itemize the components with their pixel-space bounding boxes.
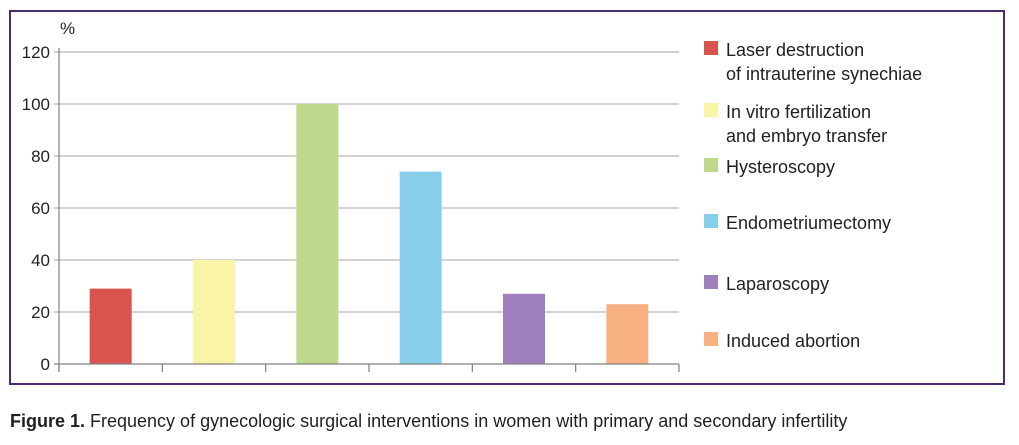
legend-swatch: [704, 275, 718, 289]
legend-swatch: [704, 332, 718, 346]
y-tick-labels: 0 20 40 60 80 100 120: [22, 43, 50, 374]
bar-4: [503, 293, 545, 364]
bar-0: [89, 288, 132, 364]
y-tick-label: 40: [31, 251, 50, 270]
bar-chart: 0 20 40 60 80 100 120 %: [22, 19, 680, 374]
bar-5: [606, 304, 649, 364]
y-tick-label: 0: [41, 355, 50, 374]
legend-item: Hysteroscopy: [704, 155, 835, 179]
bar-3: [399, 171, 442, 364]
figure-caption: Figure 1. Frequency of gynecologic surgi…: [10, 411, 847, 432]
bars: [89, 104, 649, 364]
bar-2: [296, 104, 339, 364]
legend-label: Hysteroscopy: [726, 157, 836, 177]
legend-swatch: [704, 158, 718, 172]
axes: [54, 48, 680, 372]
y-axis-unit-label: %: [60, 19, 75, 38]
legend-item: Endometriumectomy: [704, 211, 891, 235]
legend-swatch: [704, 103, 718, 117]
legend-item: Laser destruction of intrauterine synech…: [704, 38, 922, 86]
legend-item: In vitro fertilization and embryo transf…: [704, 100, 887, 148]
legend-swatch: [704, 214, 718, 228]
y-tick-label: 120: [22, 43, 50, 62]
y-tick-label: 80: [31, 147, 50, 166]
legend-item: Laparoscopy: [704, 272, 829, 296]
figure-frame: [9, 10, 1005, 385]
legend-label: In vitro fertilization and embryo transf…: [726, 102, 888, 146]
legend-label: Induced abortion: [726, 331, 861, 351]
legend-swatch: [704, 41, 718, 55]
y-tick-label: 100: [22, 95, 50, 114]
bar-1: [193, 260, 235, 364]
legend-label: Endometriumectomy: [726, 213, 892, 233]
legend: Laser destruction of intrauterine synech…: [704, 0, 1004, 385]
y-tick-label: 60: [31, 199, 50, 218]
y-tick-label: 20: [31, 303, 50, 322]
figure-caption-label: Figure 1.: [10, 411, 86, 431]
legend-label: Laparoscopy: [726, 274, 830, 294]
legend-item: Induced abortion: [704, 329, 860, 353]
figure-caption-text: Frequency of gynecologic surgical interv…: [85, 411, 848, 431]
legend-label: Laser destruction of intrauterine synech…: [726, 40, 923, 84]
gridlines: [54, 51, 679, 313]
